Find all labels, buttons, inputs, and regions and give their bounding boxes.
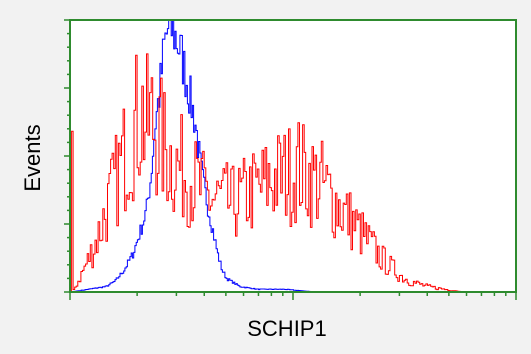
histogram-series-2 (70, 53, 516, 293)
x-axis-label: SCHIP1 (247, 316, 326, 341)
y-axis-label: Events (20, 124, 45, 191)
plot-area (64, 19, 517, 300)
plot-background (70, 20, 516, 292)
plot-frame (69, 19, 517, 293)
